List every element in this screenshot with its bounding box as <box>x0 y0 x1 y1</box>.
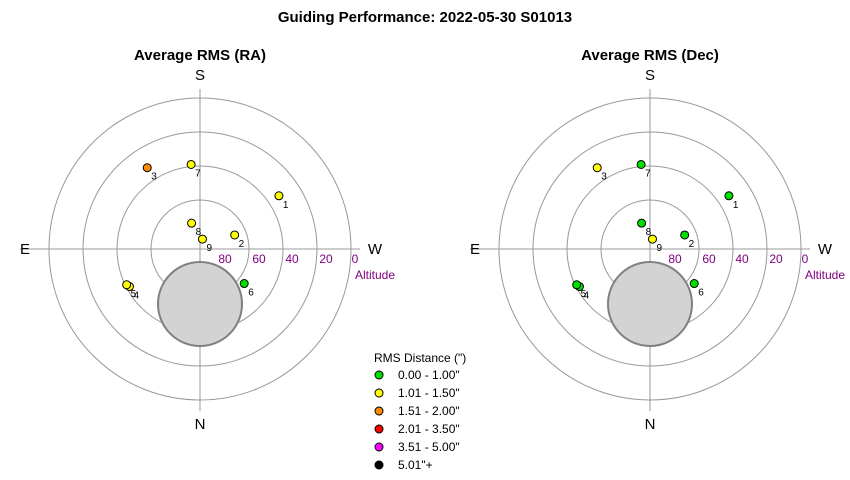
panel-2-altitude-tick: 60 <box>702 252 716 266</box>
legend-swatch-2 <box>374 388 384 398</box>
panel-1-point-6 <box>239 279 249 289</box>
panel-2-point-label-9: 9 <box>656 243 662 254</box>
panel-1-point-5 <box>122 280 132 290</box>
panel-1-point-1 <box>274 191 284 201</box>
legend-swatch-3 <box>374 406 384 416</box>
panel-1-altitude-tick: 80 <box>218 252 232 266</box>
panel-1-point-label-1: 1 <box>283 200 289 211</box>
panel-2-point-7 <box>636 159 646 169</box>
panel-2-point-label-6: 6 <box>698 288 704 299</box>
legend-swatch-4 <box>374 424 384 434</box>
panel-2-altitude-tick: 0 <box>802 252 809 266</box>
panel-1-compass-east: E <box>20 241 30 258</box>
legend-label-2: 1.01 - 1.50" <box>398 386 460 400</box>
panel-2-compass-south: S <box>645 67 655 84</box>
panel-1-title: Average RMS (RA) <box>134 47 266 64</box>
panel-1-compass-south: S <box>195 67 205 84</box>
panel-1-compass-north: N <box>195 416 206 433</box>
panel-1-zenith-disk <box>157 261 243 347</box>
panel-1-point-label-7: 7 <box>195 168 201 179</box>
legend-swatch-6 <box>374 460 384 470</box>
panel-1-compass-west: W <box>368 241 383 258</box>
panel-1-altitude-tick: 0 <box>352 252 359 266</box>
panel-1-point-label-2: 2 <box>239 239 245 250</box>
panel-1-point-2 <box>230 230 240 240</box>
panel-1-altitude-tick: 20 <box>319 252 333 266</box>
panel-2-point-label-1: 1 <box>733 200 739 211</box>
panel-1-point-3 <box>142 163 152 173</box>
panel-2-point-label-8: 8 <box>646 227 652 238</box>
panel-1-point-8 <box>187 218 197 228</box>
figure-title: Guiding Performance: 2022-05-30 S01013 <box>277 9 573 26</box>
panel-2-altitude-tick: 80 <box>668 252 682 266</box>
panel-1-point-label-4: 4 <box>133 291 139 302</box>
panel-2-point-8 <box>637 218 647 228</box>
panel-2-title: Average RMS (Dec) <box>581 47 719 64</box>
legend-label-6: 5.01"+ <box>398 458 433 472</box>
panel-2-point-label-5: 5 <box>581 289 587 300</box>
panel-2-point-label-2: 2 <box>689 239 695 250</box>
panel-2-point-1 <box>724 191 734 201</box>
panel-2-point-6 <box>689 279 699 289</box>
panel-2-compass-east: E <box>470 241 480 258</box>
legend-label-1: 0.00 - 1.00" <box>398 368 460 382</box>
panel-2-point-label-3: 3 <box>601 172 607 183</box>
panel-1-point-label-5: 5 <box>131 289 137 300</box>
panel-1-point-label-9: 9 <box>206 243 212 254</box>
panel-2-altitude-tick: 40 <box>735 252 749 266</box>
legend-label-5: 3.51 - 5.00" <box>398 440 460 454</box>
panel-2-altitude-tick: 20 <box>769 252 783 266</box>
panel-2-point-label-7: 7 <box>645 168 651 179</box>
panel-1-point-label-8: 8 <box>196 227 202 238</box>
panel-1-point-9 <box>197 234 207 244</box>
panel-2-compass-west: W <box>818 241 833 258</box>
legend-label-4: 2.01 - 3.50" <box>398 422 460 436</box>
legend-label-3: 1.51 - 2.00" <box>398 404 460 418</box>
panel-2-zenith-disk <box>607 261 693 347</box>
legend-swatch-5 <box>374 442 384 452</box>
panel-1-altitude-label: Altitude <box>355 268 395 282</box>
legend-title: RMS Distance (") <box>374 351 466 365</box>
panel-2-point-2 <box>680 230 690 240</box>
panel-2-point-3 <box>592 163 602 173</box>
panel-2-point-label-4: 4 <box>583 291 589 302</box>
panel-1-point-7 <box>186 159 196 169</box>
panel-1-point-label-6: 6 <box>248 288 254 299</box>
panel-2-point-9 <box>647 234 657 244</box>
legend-swatch-1 <box>374 370 384 380</box>
panel-1-point-label-3: 3 <box>151 172 157 183</box>
panel-2-point-5 <box>572 280 582 290</box>
panel-2-compass-north: N <box>645 416 656 433</box>
panel-1-altitude-tick: 60 <box>252 252 266 266</box>
panel-2-altitude-label: Altitude <box>805 268 845 282</box>
panel-1-altitude-tick: 40 <box>285 252 299 266</box>
